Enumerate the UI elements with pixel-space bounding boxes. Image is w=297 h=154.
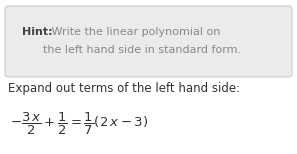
Text: the left hand side in standard form.: the left hand side in standard form. bbox=[22, 45, 241, 55]
Text: $-\dfrac{3\,x}{2}+\dfrac{1}{2}=\dfrac{1}{7}(2\,x-3)$: $-\dfrac{3\,x}{2}+\dfrac{1}{2}=\dfrac{1}… bbox=[10, 111, 148, 137]
Text: Expand out terms of the left hand side:: Expand out terms of the left hand side: bbox=[8, 82, 240, 95]
Text: Hint:: Hint: bbox=[22, 27, 53, 37]
FancyBboxPatch shape bbox=[5, 6, 292, 77]
Text: Write the linear polynomial on: Write the linear polynomial on bbox=[48, 27, 220, 37]
